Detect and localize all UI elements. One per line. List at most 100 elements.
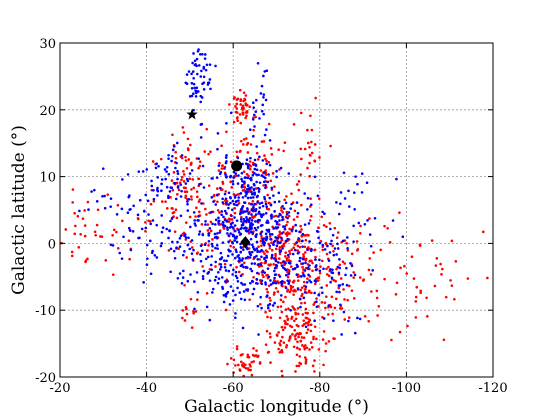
data-point-red (314, 96, 317, 100)
data-point-blue (176, 240, 179, 244)
data-point-blue (204, 219, 207, 223)
data-point-blue (252, 113, 256, 117)
data-point-red (308, 161, 311, 165)
data-point-red (283, 141, 287, 144)
data-point-blue (240, 281, 243, 285)
data-point-blue (306, 267, 310, 270)
data-point-red (302, 345, 306, 349)
data-point-blue (195, 57, 199, 61)
data-point-red (242, 91, 246, 95)
data-point-blue (229, 195, 232, 199)
data-point-red (283, 326, 287, 329)
data-point-blue (233, 256, 237, 260)
data-point-blue (341, 239, 345, 243)
data-point-blue (250, 190, 253, 194)
x-tick-label: -60 (223, 381, 244, 396)
data-point-red (292, 281, 295, 284)
data-point-blue (284, 261, 287, 265)
data-point-blue (229, 201, 232, 205)
data-point-blue (95, 200, 99, 203)
data-point-red (285, 315, 289, 318)
data-point-red (304, 307, 308, 311)
data-point-blue (120, 257, 124, 260)
data-point-blue (193, 59, 197, 63)
data-point-blue (204, 223, 207, 226)
data-point-red (412, 277, 416, 280)
data-point-blue (195, 271, 199, 274)
data-point-blue (155, 162, 158, 166)
data-point-blue (274, 226, 278, 229)
data-point-blue (215, 236, 219, 240)
data-point-blue (127, 226, 131, 230)
data-point-blue (200, 202, 203, 205)
data-point-red (288, 290, 292, 294)
data-point-red (254, 187, 258, 190)
data-point-red (260, 140, 264, 143)
data-point-red (106, 193, 110, 196)
data-point-blue (251, 173, 255, 177)
data-point-red (334, 297, 338, 301)
data-point-blue (304, 285, 308, 289)
data-point-blue (199, 136, 203, 139)
data-point-red (296, 340, 299, 344)
data-point-red (284, 295, 287, 299)
data-point-blue (190, 72, 193, 76)
data-point-red (296, 249, 299, 252)
data-point-blue (201, 277, 205, 281)
data-point-blue (301, 245, 304, 248)
data-point-red (267, 284, 271, 288)
data-point-blue (154, 166, 158, 170)
data-point-blue (303, 269, 307, 272)
data-point-blue (231, 182, 235, 186)
data-point-blue (329, 227, 332, 231)
data-point-red (308, 348, 311, 351)
data-point-blue (87, 208, 90, 211)
data-point-red (312, 337, 315, 341)
data-point-blue (296, 211, 300, 215)
data-point-red (219, 223, 223, 226)
data-point-blue (199, 75, 203, 78)
data-point-blue (286, 237, 290, 241)
data-point-blue (335, 290, 338, 294)
data-point-red (116, 247, 120, 250)
data-point-blue (233, 316, 237, 320)
data-point-red (111, 233, 114, 237)
data-point-red (167, 249, 171, 252)
data-point-red (268, 332, 272, 335)
data-point-blue (201, 275, 205, 278)
data-point-blue (247, 220, 251, 223)
data-point-blue (126, 173, 130, 176)
x-tick-label: -40 (136, 381, 157, 396)
data-point-red (214, 265, 217, 268)
data-point-blue (167, 236, 170, 240)
data-point-blue (344, 273, 347, 277)
data-point-red (295, 364, 299, 368)
data-point-red (272, 293, 276, 296)
data-point-blue (276, 226, 280, 229)
data-point-red (200, 223, 204, 226)
data-point-red (236, 97, 240, 101)
data-point-red (277, 281, 280, 285)
data-point-blue (283, 227, 287, 231)
data-point-red (290, 315, 294, 319)
data-point-blue (262, 170, 266, 174)
data-point-red (171, 133, 174, 137)
data-point-blue (211, 291, 214, 294)
data-point-red (440, 273, 443, 276)
data-point-red (284, 251, 288, 254)
data-point-red (216, 200, 219, 204)
data-point-blue (291, 267, 295, 271)
data-point-blue (337, 212, 341, 216)
data-point-red (220, 167, 224, 170)
data-point-red (286, 270, 289, 274)
data-point-blue (290, 228, 294, 231)
data-point-blue (101, 167, 105, 170)
data-point-red (218, 211, 221, 214)
data-point-blue (192, 52, 195, 55)
data-point-blue (238, 212, 242, 216)
data-point-red (283, 198, 286, 202)
data-point-red (414, 316, 418, 319)
data-point-blue (260, 109, 264, 113)
data-point-red (306, 128, 309, 132)
data-point-blue (244, 190, 247, 193)
